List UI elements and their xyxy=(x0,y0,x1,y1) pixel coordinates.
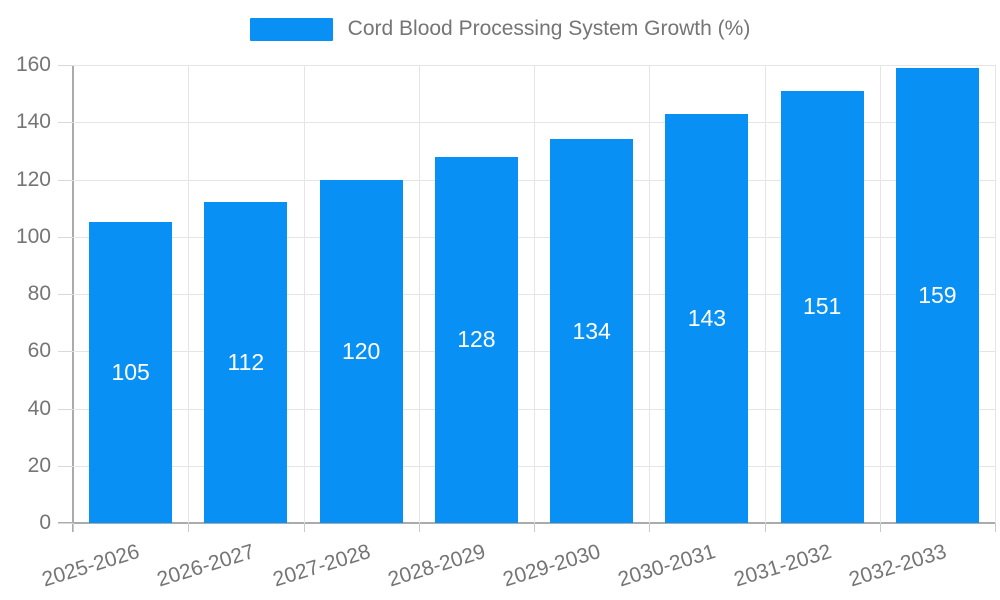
bar-2025-2026[interactable]: 105 xyxy=(89,222,173,523)
bar-value-label: 134 xyxy=(572,317,611,344)
x-axis-tick xyxy=(879,523,881,532)
bar-value-label: 112 xyxy=(227,349,265,376)
y-axis-tick-label: 100 xyxy=(15,224,51,248)
y-axis-tick xyxy=(58,408,73,410)
y-axis-tick xyxy=(58,465,73,467)
x-axis-category-label: 2030-2031 xyxy=(615,540,719,592)
gridline-vertical xyxy=(879,65,881,523)
x-axis-line xyxy=(58,522,995,524)
x-axis-tick xyxy=(534,523,535,532)
y-axis-tick-label: 80 xyxy=(27,282,51,306)
gridline-vertical xyxy=(764,65,766,523)
gridline-vertical xyxy=(534,65,535,523)
x-axis-tick xyxy=(188,523,190,532)
legend-label: Cord Blood Processing System Growth (%) xyxy=(347,17,751,40)
y-axis-tick xyxy=(58,122,73,124)
bar-value-label: 159 xyxy=(918,281,957,308)
y-axis-tick-label: 140 xyxy=(15,110,51,134)
x-axis-category-label: 2026-2027 xyxy=(154,540,258,592)
x-axis-tick xyxy=(649,523,651,532)
y-axis-tick xyxy=(58,523,73,524)
bar-2030-2031[interactable]: 143 xyxy=(665,113,749,523)
bar-value-label: 128 xyxy=(457,326,496,353)
gridline-vertical xyxy=(995,65,996,523)
y-axis-tick xyxy=(58,236,73,238)
x-axis-category-label: 2032-2033 xyxy=(846,540,950,592)
legend-swatch[interactable] xyxy=(249,17,333,41)
gridline-vertical xyxy=(418,65,420,523)
y-axis-tick xyxy=(58,65,73,66)
bar-2028-2029[interactable]: 128 xyxy=(434,156,518,523)
bar-value-label: 143 xyxy=(687,304,727,331)
gridline-vertical xyxy=(188,65,190,523)
y-axis-tick-label: 20 xyxy=(27,453,51,477)
y-axis-tick xyxy=(58,351,73,353)
x-axis-category-label: 2027-2028 xyxy=(270,540,373,592)
y-axis-tick-label: 120 xyxy=(15,167,51,191)
bar-2027-2028[interactable]: 120 xyxy=(319,179,403,523)
x-axis-category-label: 2028-2029 xyxy=(385,540,489,592)
bar-2026-2027[interactable]: 112 xyxy=(204,202,288,523)
bar-2031-2032[interactable]: 151 xyxy=(780,90,864,523)
bar-value-label: 120 xyxy=(341,337,381,364)
bar-2029-2030[interactable]: 134 xyxy=(550,139,634,523)
x-axis-tick xyxy=(73,523,74,532)
y-axis-line xyxy=(72,65,74,532)
gridline-vertical xyxy=(303,65,305,523)
y-axis-tick xyxy=(58,294,73,295)
x-axis-category-label: 2025-2026 xyxy=(39,540,143,592)
legend[interactable]: Cord Blood Processing System Growth (%) xyxy=(0,17,1000,41)
x-axis-tick xyxy=(764,523,766,532)
bar-2032-2033[interactable]: 159 xyxy=(895,67,979,523)
gridline-vertical xyxy=(649,65,651,523)
y-axis-tick xyxy=(58,179,73,181)
y-axis-tick-label: 0 xyxy=(39,511,51,535)
x-axis-category-label: 2029-2030 xyxy=(500,540,604,592)
x-axis-tick xyxy=(418,523,420,532)
y-axis-tick-label: 40 xyxy=(27,396,51,420)
x-axis-tick xyxy=(303,523,305,532)
y-axis-tick-label: 160 xyxy=(15,53,51,77)
bar-value-label: 151 xyxy=(802,293,842,320)
y-axis-tick-label: 60 xyxy=(27,339,51,363)
x-axis-category-label: 2031-2032 xyxy=(731,540,834,592)
plot-area: 0 20 40 60 80 100 120 140 160 105 112 120 128 134 143 1… xyxy=(16,54,996,591)
bar-value-label: 105 xyxy=(111,359,150,386)
x-axis-tick xyxy=(995,523,996,532)
